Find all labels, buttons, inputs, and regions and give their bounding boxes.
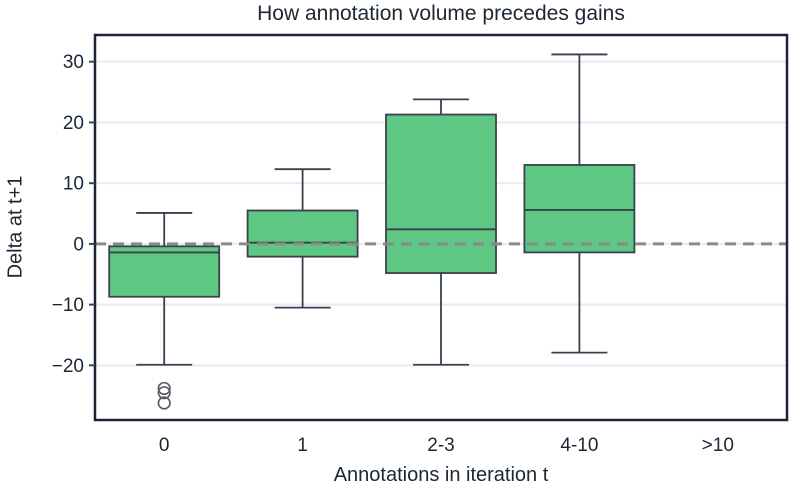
outlier-point — [157, 396, 171, 410]
x-tick-label: >10 — [702, 435, 734, 456]
y-tick-label: −10 — [52, 295, 84, 316]
x-tick-label: 0 — [159, 435, 170, 456]
y-tick-label: −20 — [52, 356, 84, 377]
box-1 — [246, 209, 359, 258]
chart-title: How annotation volume precedes gains — [257, 2, 625, 25]
x-tick-label: 4-10 — [560, 435, 598, 456]
box-3 — [523, 164, 636, 254]
x-tick-label: 2-3 — [427, 435, 454, 456]
outlier-point — [157, 381, 171, 396]
y-tick-label: 0 — [73, 234, 84, 255]
y-tick-label: 30 — [63, 52, 84, 73]
outlier-point — [157, 386, 171, 400]
y-tick-label: 10 — [63, 174, 84, 195]
y-tick-label: 20 — [63, 113, 84, 134]
x-axis-label: Annotations in iteration t — [333, 464, 549, 486]
box-0 — [108, 245, 221, 298]
plot-frame — [93, 33, 789, 422]
box-2 — [385, 113, 497, 274]
x-tick-label: 1 — [297, 435, 308, 456]
